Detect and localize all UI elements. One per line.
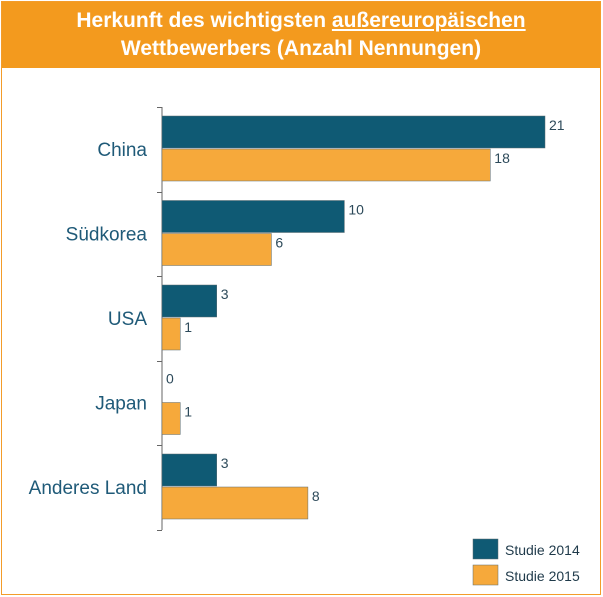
bar-studie-2014-anderes-land <box>161 453 217 487</box>
category-label-china: China <box>97 140 147 161</box>
bar-studie-2015-china <box>161 148 491 182</box>
value-label-studie-2015-usa: 1 <box>184 319 192 335</box>
value-label-studie-2014-china: 21 <box>549 117 565 133</box>
category-label-japan: Japan <box>95 394 147 415</box>
value-label-studie-2015-japan: 1 <box>184 404 192 420</box>
chart-title: Herkunft des wichtigsten außereuropäisch… <box>2 2 600 68</box>
bar-studie-2014-china <box>161 115 546 149</box>
value-label-studie-2015-anderes-land: 8 <box>312 488 320 504</box>
bar-studie-2014-usa <box>161 284 217 318</box>
value-label-studie-2014-usa: 3 <box>221 286 229 302</box>
bar-studie-2015-japan <box>161 402 181 435</box>
bar-studie-2015-usa <box>161 317 181 351</box>
title-line2: Wettbewerbers (Anzahl Nennungen) <box>120 37 482 60</box>
bar-studie-2015-anderes-land <box>161 486 309 520</box>
bar-studie-2014-suedkorea <box>161 200 345 233</box>
value-label-studie-2014-anderes-land: 3 <box>221 455 229 471</box>
legend-label-studie-2014: Studie 2014 <box>505 542 580 558</box>
legend-label-studie-2015: Studie 2015 <box>505 568 580 584</box>
category-label-suedkorea: Südkorea <box>66 225 148 246</box>
category-label-usa: USA <box>108 309 147 330</box>
value-label-studie-2015-suedkorea: 6 <box>275 235 283 251</box>
value-label-studie-2014-suedkorea: 10 <box>348 202 364 218</box>
legend-swatch-studie-2014 <box>472 538 499 560</box>
value-label-studie-2014-japan: 0 <box>166 371 174 387</box>
title-line1-prefix: Herkunft des wichtigsten <box>76 9 332 32</box>
category-label-anderes-land: Anderes Land <box>29 478 147 499</box>
title-line1-underlined: außereuropäischen <box>331 9 526 32</box>
value-label-studie-2015-china: 18 <box>494 150 510 166</box>
legend-swatch-studie-2015 <box>472 564 499 586</box>
bar-studie-2015-suedkorea <box>161 233 272 266</box>
